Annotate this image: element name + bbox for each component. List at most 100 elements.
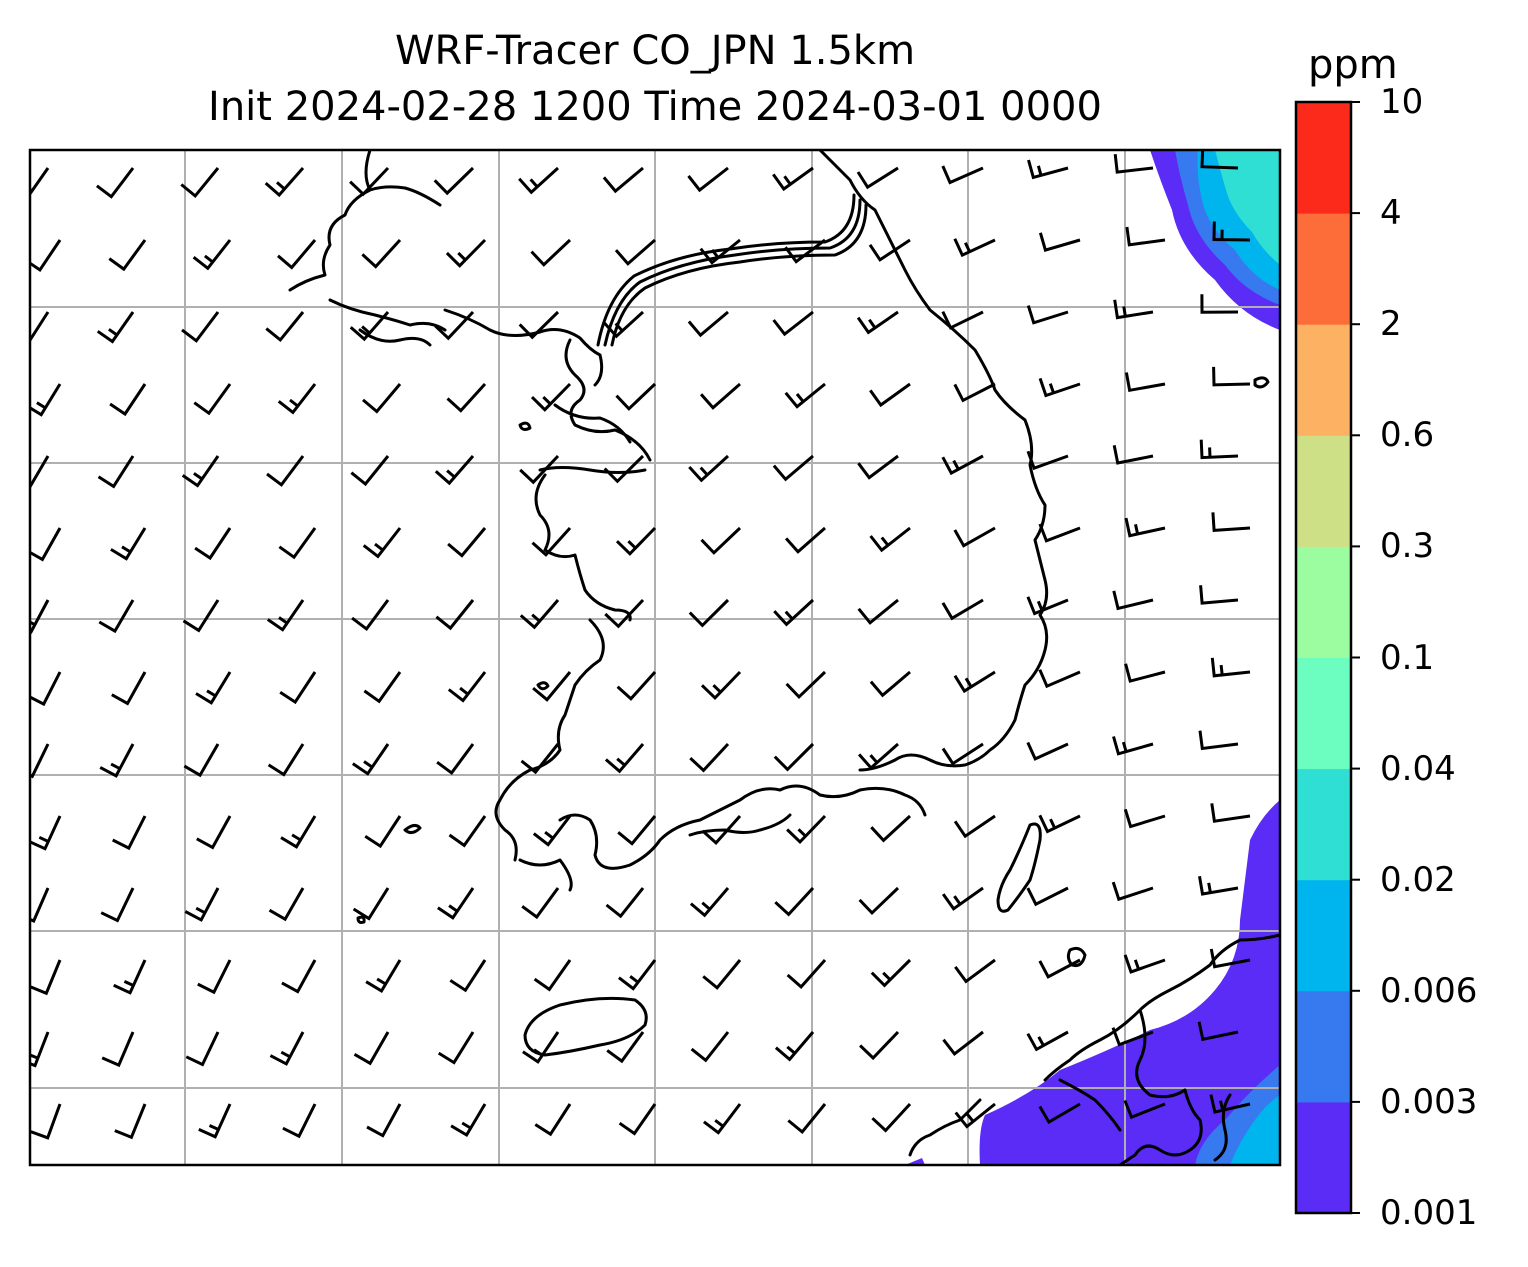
wind-barb xyxy=(448,815,487,848)
wind-barb xyxy=(446,382,487,413)
wind-barb xyxy=(699,238,741,265)
wind-barb xyxy=(351,599,390,632)
wind-barb xyxy=(1125,226,1166,247)
colorbar-tick-label: 2 xyxy=(1380,304,1402,345)
wind-barb xyxy=(183,743,220,778)
wind-barb xyxy=(941,454,984,476)
wind-barb xyxy=(869,382,911,408)
wind-barb xyxy=(366,1103,402,1138)
wind-barb xyxy=(689,887,730,918)
wind-barb xyxy=(953,526,996,548)
wind-barb xyxy=(1212,366,1251,387)
wind-barb xyxy=(533,959,572,992)
wind-barb xyxy=(530,382,572,412)
wind-barb xyxy=(1038,232,1081,252)
wind-barb xyxy=(433,166,475,196)
wind-barb xyxy=(264,167,305,198)
wind-barb xyxy=(856,310,899,335)
wind-barb xyxy=(1212,221,1251,242)
wind-barb xyxy=(266,599,305,632)
wind-barb xyxy=(602,166,644,194)
wind-barb xyxy=(615,382,657,411)
wind-barb xyxy=(280,815,317,849)
wind-barb xyxy=(435,599,475,631)
wind-barb xyxy=(868,238,911,262)
wind-barb xyxy=(30,239,62,272)
wind-barb xyxy=(1123,954,1166,974)
wind-barb xyxy=(941,886,984,911)
map-frame xyxy=(28,148,1282,1167)
map-area xyxy=(30,150,1280,1165)
wind-barb xyxy=(281,959,317,994)
wind-barb xyxy=(1027,159,1069,180)
wind-barb xyxy=(689,742,730,773)
island-small-3 xyxy=(518,421,532,431)
wind-barb xyxy=(1026,741,1069,761)
wind-barb xyxy=(856,166,899,190)
wind-barb xyxy=(1038,669,1081,689)
wind-barb xyxy=(108,239,147,272)
wind-barb xyxy=(1199,439,1239,460)
wind-barb xyxy=(857,598,899,625)
wind-barb xyxy=(857,454,899,480)
wind-barb xyxy=(192,239,232,271)
colorbar-segment-0.006 xyxy=(1296,879,1351,992)
wind-barb xyxy=(365,959,402,993)
wind-barb xyxy=(361,238,402,269)
wind-barb xyxy=(616,670,657,701)
wind-barb xyxy=(699,382,741,410)
wind-barb xyxy=(519,599,560,630)
shade-level-0.006 xyxy=(1230,1095,1280,1165)
wind-barb xyxy=(687,166,729,193)
wind-barb xyxy=(1038,523,1081,543)
wind-barb xyxy=(700,670,742,701)
wind-barb xyxy=(434,455,475,486)
wind-barb xyxy=(784,382,826,409)
colorbar-segment-0.02 xyxy=(1296,768,1351,881)
wind-barb xyxy=(784,526,826,554)
wind-barb xyxy=(1026,305,1069,325)
colorbar-tick-label: 0.02 xyxy=(1380,859,1456,900)
wind-barb xyxy=(1112,445,1154,465)
wind-barb xyxy=(942,1030,984,1056)
wind-barb xyxy=(362,527,402,559)
wind-barb xyxy=(267,743,305,777)
map-gridlines xyxy=(30,150,1280,1165)
wind-barb xyxy=(604,598,645,629)
wind-barb xyxy=(349,311,390,342)
colorbar-tick-label: 0.1 xyxy=(1380,637,1435,678)
wind-barb xyxy=(1113,299,1154,320)
island-tsushima xyxy=(996,822,1042,913)
wind-barb xyxy=(282,1103,317,1139)
wind-barb xyxy=(198,1103,232,1139)
wind-barb xyxy=(113,959,147,995)
wind-barb xyxy=(614,238,656,266)
border-north xyxy=(596,193,868,347)
wind-barb xyxy=(531,526,572,557)
island-small-5 xyxy=(1253,376,1270,389)
wind-barb xyxy=(700,526,742,555)
colorbar-segment-0.3 xyxy=(1296,435,1351,547)
wind-barb xyxy=(954,1102,996,1129)
wind-barb xyxy=(445,238,487,268)
wind-barb xyxy=(773,598,815,627)
wind-barb xyxy=(437,1031,475,1065)
wind-barb xyxy=(688,454,730,483)
wind-barb xyxy=(954,958,996,984)
wind-barb xyxy=(181,455,220,488)
wind-barb xyxy=(363,671,402,704)
colorbar-tick-label: 0.003 xyxy=(1380,1081,1478,1122)
wind-barb xyxy=(1026,596,1069,616)
wind-barb xyxy=(953,670,996,694)
wind-barb xyxy=(277,383,317,415)
coastline-east xyxy=(818,150,1049,772)
wind-barb xyxy=(532,671,572,702)
wind-barb xyxy=(269,1031,305,1066)
island-small-1 xyxy=(403,823,422,835)
coastline-kyushu xyxy=(908,933,1280,1165)
wind-barb xyxy=(941,165,984,185)
wind-barb xyxy=(437,887,475,920)
wind-barb xyxy=(1124,372,1166,393)
wind-barb xyxy=(870,814,912,843)
